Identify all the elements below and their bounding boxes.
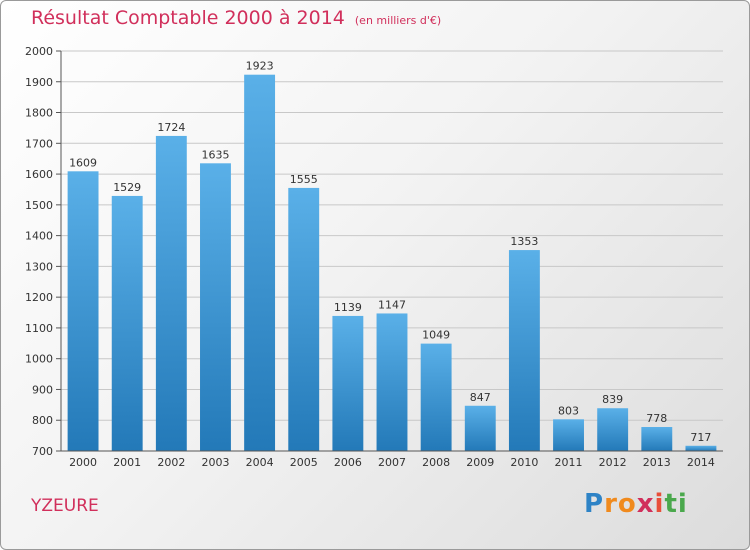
x-tick-label: 2011 <box>555 456 583 469</box>
x-tick-label: 2005 <box>290 456 318 469</box>
bar-2003 <box>200 163 231 452</box>
bar-2014 <box>685 445 717 451</box>
y-tick-label: 1000 <box>25 353 53 366</box>
value-label: 839 <box>602 393 623 406</box>
y-tick-label: 1800 <box>25 107 53 120</box>
value-label: 803 <box>558 404 579 417</box>
value-label: 1049 <box>422 329 450 342</box>
x-tick-label: 2008 <box>422 456 450 469</box>
value-label: 1609 <box>69 156 97 169</box>
logo-letter: r <box>604 489 618 519</box>
bars: 1609 1529 1724 1635 1923 1555 1139 1147 1049 847 1… <box>67 60 717 452</box>
y-tick-label: 1700 <box>25 137 53 150</box>
bar-2000 <box>67 171 99 452</box>
value-label: 778 <box>646 412 667 425</box>
y-tick-label: 1500 <box>25 199 53 212</box>
chart-title: Résultat Comptable 2000 à 2014 (en millie… <box>31 7 441 29</box>
x-tick-label: 2004 <box>246 456 274 469</box>
x-tick-label: 2007 <box>378 456 406 469</box>
x-tick-label: 2002 <box>157 456 185 469</box>
value-label: 1139 <box>334 301 362 314</box>
bar-2008 <box>420 343 452 451</box>
bar-2013 <box>641 427 673 451</box>
x-tick-label: 2012 <box>599 456 627 469</box>
y-tick-label: 1900 <box>25 76 53 89</box>
x-tick-label: 2010 <box>510 456 538 469</box>
x-axis: 2000 2001 2002 2003 2004 2005 2006 2007 2008 2009… <box>61 450 723 469</box>
value-label: 1353 <box>510 235 538 248</box>
bar-2002 <box>155 135 187 451</box>
title-text: Résultat Comptable 2000 à 2014 <box>31 7 345 29</box>
y-tick-label: 1300 <box>25 260 53 273</box>
y-tick-label: 1200 <box>25 291 53 304</box>
logo-letter: o <box>617 489 637 519</box>
bar-2006 <box>332 315 364 451</box>
bar-2011 <box>553 419 584 451</box>
value-label: 1724 <box>157 121 185 134</box>
unit-text: (en milliers d'€) <box>354 14 442 27</box>
value-label: 717 <box>690 431 711 444</box>
x-tick-label: 2013 <box>643 456 671 469</box>
y-tick-label: 1400 <box>25 230 53 243</box>
value-label: 1635 <box>201 148 229 161</box>
bar-2004 <box>244 74 276 451</box>
x-tick-label: 2003 <box>201 456 229 469</box>
bar-2005 <box>288 187 320 451</box>
x-tick-label: 2006 <box>334 456 362 469</box>
value-label: 1147 <box>378 298 406 311</box>
x-tick-label: 2001 <box>113 456 141 469</box>
logo-letter: P <box>584 489 605 519</box>
y-axis: 700 800 900 1000 1100 1200 1300 1400 1500 1600 170… <box>25 45 62 458</box>
x-tick-label: 2014 <box>687 456 715 469</box>
bar-2012 <box>597 408 629 451</box>
value-label: 1923 <box>246 60 274 73</box>
town-name: YZEURE <box>31 496 99 516</box>
bar-2007 <box>376 313 408 451</box>
value-label: 847 <box>470 391 491 404</box>
y-tick-label: 900 <box>32 383 53 396</box>
logo-letter: i <box>654 489 665 519</box>
bar-2001 <box>111 195 143 451</box>
x-tick-label: 2000 <box>69 456 97 469</box>
value-label: 1555 <box>290 173 318 186</box>
y-tick-label: 2000 <box>25 45 53 58</box>
y-tick-label: 700 <box>32 445 53 458</box>
x-tick-label: 2009 <box>466 456 494 469</box>
logo-letter: x <box>636 489 655 519</box>
bar-2009 <box>464 405 496 451</box>
value-label: 1529 <box>113 181 141 194</box>
y-tick-label: 800 <box>32 414 53 427</box>
y-tick-label: 1600 <box>25 168 53 181</box>
proxiti-logo[interactable]: Proxiti <box>584 489 688 519</box>
logo-letter: t <box>664 489 678 519</box>
bar-2010 <box>508 250 540 451</box>
y-tick-label: 1100 <box>25 322 53 335</box>
logo-letter: i <box>677 489 688 519</box>
